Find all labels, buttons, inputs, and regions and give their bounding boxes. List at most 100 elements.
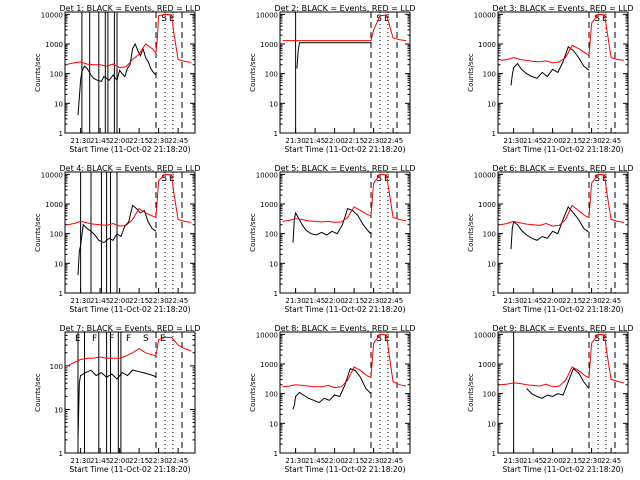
x-tick-label: 21:30	[286, 457, 306, 465]
y-tick-label: 100	[50, 363, 63, 371]
y-tick-label: 100	[265, 71, 278, 79]
annotation-label: F	[126, 334, 131, 344]
x-tick-label: 22:30	[364, 457, 384, 465]
x-tick-label: 21:45	[305, 297, 325, 305]
y-tick-label: 10	[487, 260, 496, 268]
x-tick-label: 21:45	[305, 457, 325, 465]
x-tick-label: 22:30	[149, 457, 169, 465]
series-line-events	[77, 369, 157, 440]
y-tick-label: 100	[483, 391, 496, 399]
chart-title: Det 7: BLACK = Events, RED = LLD	[60, 324, 201, 333]
x-tick-label: 22:45	[383, 297, 403, 305]
y-tick-label: 10000	[256, 331, 278, 339]
y-axis-label: Counts/sec	[467, 373, 475, 412]
y-tick-label: 1	[59, 450, 63, 458]
annotation-label: S	[161, 174, 167, 184]
plot-frame	[279, 11, 411, 134]
series-line-events	[77, 42, 157, 116]
x-tick-label: 21:45	[523, 297, 543, 305]
y-tick-label: 10000	[256, 171, 278, 179]
y-tick-label: 100	[265, 391, 278, 399]
y-tick-label: 1	[492, 450, 496, 458]
x-tick-label: 22:30	[582, 297, 602, 305]
annotation-label: S	[376, 334, 382, 344]
x-axis-label: Start Time (11-Oct-02 21:18:20)	[69, 305, 190, 314]
y-tick-label: 1000	[260, 361, 278, 369]
chart-title: Det 1: BLACK = Events, RED = LLD	[60, 4, 201, 13]
annotation-label: F	[109, 334, 114, 344]
x-tick-label: 22:30	[364, 137, 384, 145]
x-axis-label: Start Time (11-Oct-02 21:18:20)	[69, 465, 190, 474]
y-tick-label: 1	[274, 450, 278, 458]
series-line-lld	[282, 14, 407, 42]
y-tick-label: 1	[59, 130, 63, 138]
series-line-events	[510, 46, 590, 86]
y-tick-label: 1000	[45, 201, 63, 209]
x-tick-label: 21:45	[90, 137, 110, 145]
x-tick-label: 22:15	[562, 457, 582, 465]
plot-frame	[497, 11, 629, 134]
x-tick-label: 22:15	[562, 137, 582, 145]
x-tick-label: 22:00	[110, 297, 130, 305]
y-tick-label: 10	[269, 260, 278, 268]
y-tick-label: 100	[50, 231, 63, 239]
x-tick-label: 22:15	[129, 137, 149, 145]
x-tick-label: 22:30	[149, 137, 169, 145]
x-tick-label: 22:45	[601, 297, 621, 305]
y-tick-label: 1	[274, 130, 278, 138]
x-tick-label: 22:45	[383, 457, 403, 465]
y-tick-label: 10	[269, 100, 278, 108]
chart-title: Det 6: BLACK = Events, RED = LLD	[493, 164, 634, 173]
y-tick-label: 10	[54, 100, 63, 108]
annotation-label: S	[376, 174, 382, 184]
y-tick-label: 1000	[260, 41, 278, 49]
y-axis-label: Counts/sec	[249, 373, 257, 412]
y-tick-label: 10000	[41, 171, 63, 179]
y-axis-label: Counts/sec	[34, 373, 42, 412]
x-tick-label: 21:45	[90, 457, 110, 465]
series-line-lld	[500, 173, 625, 227]
x-tick-label: 22:30	[582, 137, 602, 145]
x-axis-label: Start Time (11-Oct-02 21:18:20)	[502, 465, 623, 474]
x-tick-label: 22:15	[562, 297, 582, 305]
x-tick-label: 22:45	[383, 137, 403, 145]
series-line-lld	[67, 173, 192, 227]
x-tick-label: 22:30	[364, 297, 384, 305]
y-axis-label: Counts/sec	[34, 213, 42, 252]
series-line-lld	[500, 333, 625, 388]
x-axis-label: Start Time (11-Oct-02 21:18:20)	[502, 145, 623, 154]
x-tick-label: 22:00	[543, 457, 563, 465]
x-tick-label: 21:45	[523, 457, 543, 465]
chart-title: Det 8: BLACK = Events, RED = LLD	[275, 324, 416, 333]
chart-title: Det 2: BLACK = Events, RED = LLD	[275, 4, 416, 13]
x-tick-label: 22:45	[601, 457, 621, 465]
annotation-label: E	[384, 14, 390, 24]
x-tick-label: 21:30	[286, 297, 306, 305]
x-tick-label: 22:15	[344, 457, 364, 465]
y-tick-label: 10000	[474, 171, 496, 179]
y-tick-label: 1000	[478, 361, 496, 369]
y-tick-label: 10	[487, 100, 496, 108]
x-tick-label: 22:30	[149, 297, 169, 305]
annotation-label: S	[161, 14, 167, 24]
y-tick-label: 10000	[41, 11, 63, 19]
y-tick-label: 10	[54, 260, 63, 268]
y-tick-label: 10000	[474, 11, 496, 19]
x-tick-label: 21:30	[504, 457, 524, 465]
x-tick-label: 21:45	[90, 297, 110, 305]
x-axis-label: Start Time (11-Oct-02 21:18:20)	[284, 305, 405, 314]
x-tick-label: 21:30	[286, 137, 306, 145]
series-line-lld	[282, 333, 407, 389]
annotation-label: E	[160, 334, 166, 344]
y-tick-label: 10	[269, 420, 278, 428]
plot-frame	[64, 331, 196, 454]
y-tick-label: 1	[492, 290, 496, 298]
y-axis-label: Counts/sec	[249, 213, 257, 252]
x-tick-label: 22:45	[168, 457, 188, 465]
y-axis-label: Counts/sec	[249, 53, 257, 92]
